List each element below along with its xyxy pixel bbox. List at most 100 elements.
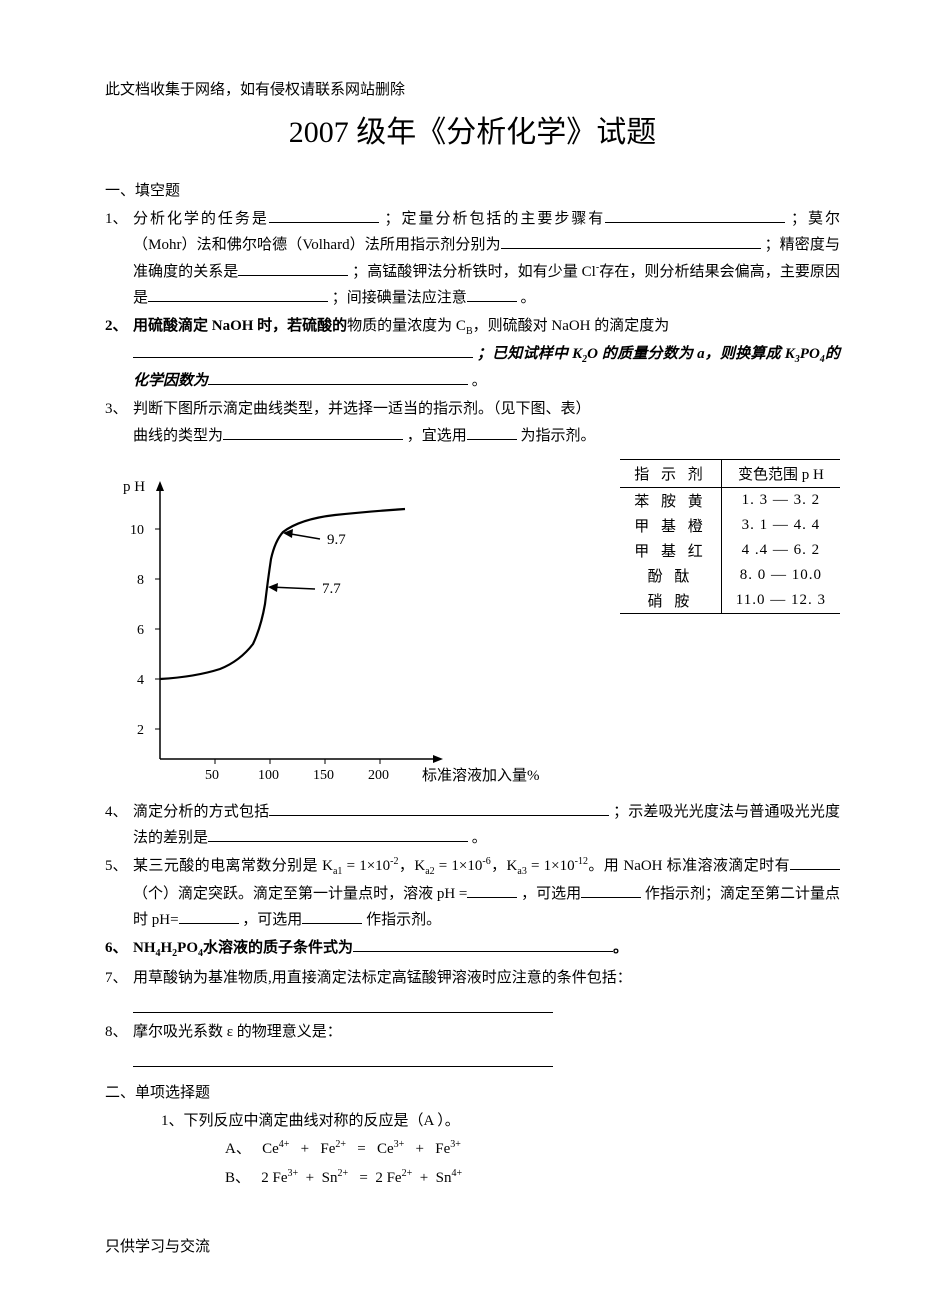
question-1: 1、 分析化学的任务是 ；定量分析包括的主要步骤有 ；莫尔（Mohr）法和佛尔哈…	[105, 206, 840, 311]
question-3: 3、 判断下图所示滴定曲线类型，并选择一适当的指示剂。（见下图、表） 曲线的类型…	[105, 396, 840, 449]
q5-body: 某三元酸的电离常数分别是 Ka1 = 1×10-2，Ka2 = 1×10-6，K…	[133, 853, 840, 933]
q5-num: 5、	[105, 853, 133, 933]
q2-lead: 用硫酸滴定 NaOH 时，若硫酸的	[133, 318, 347, 334]
question-4: 4、 滴定分析的方式包括 ；示差吸光光度法与普通吸光光度法的差别是 。	[105, 799, 840, 852]
q3-text2c: 为指示剂。	[517, 428, 596, 444]
table-row: 硝 胺11.0 — 12. 3	[620, 588, 840, 614]
q2-sub-b: B	[466, 326, 473, 337]
q6-b: H	[161, 940, 173, 956]
svg-text:100: 100	[258, 768, 279, 783]
optB-label: B、	[225, 1170, 250, 1186]
th-range: 变色范围 p H	[721, 459, 840, 487]
q5-e6: -6	[482, 856, 490, 867]
x-ticks: 50 100 150 200	[205, 759, 389, 783]
q4-body: 滴定分析的方式包括 ；示差吸光光度法与普通吸光光度法的差别是 。	[133, 799, 840, 852]
q3-body: 判断下图所示滴定曲线类型，并选择一适当的指示剂。（见下图、表） 曲线的类型为 ，…	[133, 396, 840, 449]
svg-text:7.7: 7.7	[322, 581, 341, 597]
q6-body: NH4H2PO4水溶液的质子条件式为。	[133, 935, 840, 963]
q5-e12: -12	[575, 856, 588, 867]
chart-section: p H 2 4 6 8 10 50 100 150 200 9.7 7.7	[105, 459, 840, 799]
cell: 硝 胺	[620, 588, 721, 614]
q6-a: NH	[133, 940, 156, 956]
page-title: 2007 级年《分析化学》试题	[105, 107, 840, 151]
svg-text:200: 200	[368, 768, 389, 783]
q5-b: = 1×10	[342, 858, 390, 874]
mc1-text: 下列反应中滴定曲线对称的反应是（A ）。	[184, 1113, 460, 1129]
svg-text:2: 2	[137, 723, 144, 738]
titration-curve	[160, 509, 405, 679]
q4-c: 。	[468, 830, 487, 846]
q6-e: 。	[613, 940, 628, 956]
svg-text:6: 6	[137, 623, 144, 638]
q3-text1: 判断下图所示滴定曲线类型，并选择一适当的指示剂。（见下图、表）	[133, 401, 591, 417]
q5-e2: -2	[390, 856, 398, 867]
svg-text:4: 4	[137, 673, 144, 688]
cell: 甲 基 红	[620, 538, 721, 563]
mc1-num: 1、	[161, 1113, 184, 1129]
cell: 1. 3 — 3. 2	[721, 487, 840, 513]
q5-ka2: a2	[425, 866, 434, 877]
cell: 苯 胺 黄	[620, 487, 721, 513]
q2-num: 2、	[105, 313, 133, 394]
option-a: A、 Ce4+ + Fe2+ = Ce3+ + Fe3+	[105, 1135, 840, 1164]
q3-num: 3、	[105, 396, 133, 449]
q5-a: 某三元酸的电离常数分别是 K	[133, 858, 333, 874]
q8-num: 8、	[105, 1019, 133, 1045]
q8-body: 摩尔吸光系数 ε 的物理意义是：	[133, 1019, 840, 1045]
q2-mid1: 物质的量浓度为 C	[347, 318, 466, 334]
cell: 4 .4 — 6. 2	[721, 538, 840, 563]
question-2: 2、 用硫酸滴定 NaOH 时，若硫酸的物质的量浓度为 CB，则硫酸对 NaOH…	[105, 313, 840, 394]
y-axis-label: p H	[123, 479, 145, 495]
q1-body: 分析化学的任务是 ；定量分析包括的主要步骤有 ；莫尔（Mohr）法和佛尔哈德（V…	[133, 206, 840, 311]
cell: 甲 基 橙	[620, 513, 721, 538]
question-5: 5、 某三元酸的电离常数分别是 Ka1 = 1×10-2，Ka2 = 1×10-…	[105, 853, 840, 933]
cell: 3. 1 — 4. 4	[721, 513, 840, 538]
svg-text:9.7: 9.7	[327, 532, 346, 548]
q5-d: = 1×10	[435, 858, 483, 874]
th-indicator: 指 示 剂	[620, 459, 721, 487]
q1-num: 1、	[105, 206, 133, 311]
cell: 11.0 — 12. 3	[721, 588, 840, 614]
titration-chart: p H 2 4 6 8 10 50 100 150 200 9.7 7.7	[105, 459, 465, 799]
section2-heading: 二、单项选择题	[105, 1081, 840, 1102]
q5-f: = 1×10	[527, 858, 575, 874]
section1-heading: 一、填空题	[105, 179, 840, 200]
mc-question-1: 1、下列反应中滴定曲线对称的反应是（A ）。	[105, 1108, 840, 1135]
question-6: 6、 NH4H2PO4水溶液的质子条件式为。	[105, 935, 840, 963]
svg-text:50: 50	[205, 768, 219, 783]
q6-c: PO	[177, 940, 198, 956]
question-8: 8、 摩尔吸光系数 ε 的物理意义是：	[105, 1019, 840, 1045]
header-note: 此文档收集于网络，如有侵权请联系网站删除	[105, 78, 840, 99]
annotation-9-7: 9.7	[283, 529, 346, 548]
q6-num: 6、	[105, 935, 133, 963]
svg-text:150: 150	[313, 768, 334, 783]
table-row: 甲 基 红4 .4 — 6. 2	[620, 538, 840, 563]
table-row: 酚 酞8. 0 — 10.0	[620, 563, 840, 588]
q2-mid3: ；已知试样中 K	[477, 346, 582, 362]
q4-num: 4、	[105, 799, 133, 852]
q7-num: 7、	[105, 965, 133, 991]
footer-note: 只供学习与交流	[105, 1235, 210, 1256]
q7-blank-line	[133, 995, 553, 1013]
cell: 8. 0 — 10.0	[721, 563, 840, 588]
option-b: B、 2 Fe3+ + Sn2+ = 2 Fe2+ + Sn4+	[105, 1164, 840, 1193]
q3-text2a: 曲线的类型为	[133, 428, 223, 444]
optA-label: A、	[225, 1141, 251, 1157]
cell: 酚 酞	[620, 563, 721, 588]
svg-text:8: 8	[137, 573, 144, 588]
q5-e: ，K	[491, 858, 518, 874]
q8-blank-line	[133, 1049, 553, 1067]
q2-end: 。	[468, 373, 487, 389]
svg-text:10: 10	[130, 523, 144, 538]
q4-a: 滴定分析的方式包括	[133, 804, 269, 820]
q5-ka1: a1	[333, 866, 342, 877]
q5-c: ，K	[399, 858, 426, 874]
q2-mid2: ，则硫酸对 NaOH 的滴定度为	[473, 318, 670, 334]
annotation-7-7: 7.7	[268, 581, 341, 597]
q2-mid4: O 的质量分数为 a，则换算成 K	[587, 346, 795, 362]
q6-d: 水溶液的质子条件式为	[203, 940, 353, 956]
q3-text2b: ，宜选用	[403, 428, 467, 444]
y-ticks: 2 4 6 8 10	[130, 523, 160, 738]
q2-mid5: PO	[800, 346, 820, 362]
q7-body: 用草酸钠为基准物质,用直接滴定法标定高锰酸钾溶液时应注意的条件包括：	[133, 965, 840, 991]
